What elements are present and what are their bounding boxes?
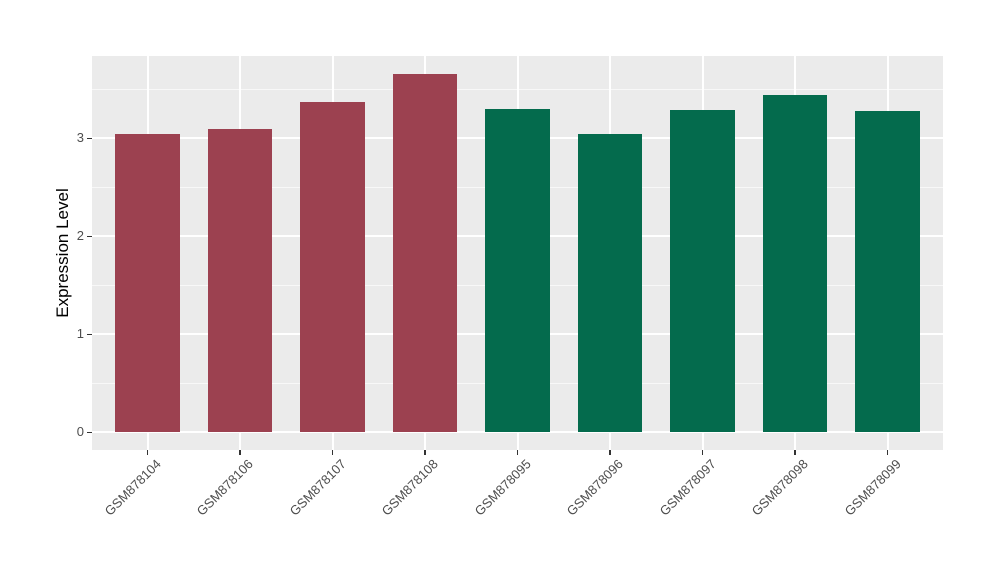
x-tick-mark [886, 450, 889, 455]
x-tick-mark [701, 450, 704, 455]
bar-GSM878099 [855, 110, 920, 433]
y-tick-mark [87, 235, 92, 238]
y-tick-mark [87, 333, 92, 336]
bar-GSM878106 [207, 128, 273, 433]
x-tick-mark [239, 450, 241, 455]
y-tick-mark [87, 137, 92, 140]
plot-panel [92, 56, 943, 450]
x-tick-mark [794, 450, 796, 455]
bar-GSM878098 [762, 95, 828, 433]
x-tick-label: GSM878095 [471, 456, 534, 519]
bar-GSM878107 [300, 102, 365, 433]
y-tick-label: 2 [76, 228, 84, 244]
bar-GSM878097 [670, 109, 735, 433]
x-tick-label: GSM878098 [748, 456, 811, 519]
x-tick-label: GSM878096 [563, 456, 626, 519]
x-tick-mark [516, 450, 519, 455]
x-tick-label: GSM878106 [193, 456, 256, 519]
bar-GSM878108 [392, 73, 458, 433]
x-tick-mark [331, 450, 334, 455]
x-tick-label: GSM878108 [378, 456, 441, 519]
y-tick-label: 0 [76, 424, 84, 440]
y-tick-mark [87, 431, 92, 434]
y-tick-label: 3 [76, 130, 84, 146]
x-tick-label: GSM878104 [101, 456, 164, 519]
x-tick-label: GSM878099 [841, 456, 904, 519]
y-axis-title: Expression Level [53, 188, 72, 318]
x-tick-mark [609, 450, 611, 455]
bar-GSM878095 [485, 108, 550, 433]
bar-GSM878104 [115, 134, 180, 433]
x-tick-label: GSM878097 [656, 456, 719, 519]
x-tick-mark [424, 450, 426, 455]
x-tick-label: GSM878107 [286, 456, 349, 519]
x-tick-mark [146, 450, 149, 455]
y-tick-label: 1 [76, 326, 84, 342]
bar-GSM878096 [577, 134, 643, 433]
